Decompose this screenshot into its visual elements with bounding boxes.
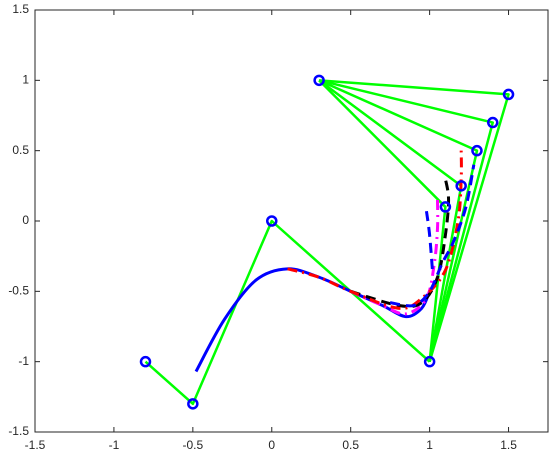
control-polygon	[319, 79, 510, 363]
x-tick-label: 0.5	[342, 438, 359, 452]
control-point	[313, 74, 325, 87]
curve	[389, 164, 476, 308]
control-polygon	[318, 79, 479, 362]
control-point	[139, 355, 152, 368]
y-tick-label: 1	[22, 73, 29, 87]
x-tick-label: 0	[268, 438, 275, 452]
control-point	[502, 88, 515, 101]
x-tick-label: -0.5	[183, 438, 204, 452]
y-tick-label: -1	[18, 354, 29, 368]
curve	[287, 150, 463, 310]
curve	[194, 267, 432, 373]
y-tick-label: -0.5	[8, 284, 29, 298]
y-tick-label: 0.5	[12, 143, 29, 157]
y-tick-label: -1.5	[8, 424, 29, 438]
control-polygon	[318, 79, 447, 362]
control-point	[455, 180, 467, 192]
x-tick-label: -1.5	[25, 438, 46, 452]
control-point	[266, 215, 278, 227]
control-point	[439, 201, 452, 213]
x-tick-label: 1.5	[500, 438, 517, 452]
y-tick-label: 1.5	[12, 2, 29, 16]
control-polygon	[318, 79, 495, 362]
control-point	[487, 116, 499, 129]
control-point	[471, 144, 483, 157]
plot-box	[34, 9, 549, 433]
control-polygon	[144, 219, 431, 406]
x-tick-label: -1	[109, 438, 120, 452]
control-point	[187, 398, 199, 410]
x-tick-label: 1	[426, 438, 433, 452]
curve	[350, 199, 440, 316]
y-tick-label: 0	[22, 213, 29, 227]
control-point	[423, 355, 436, 368]
